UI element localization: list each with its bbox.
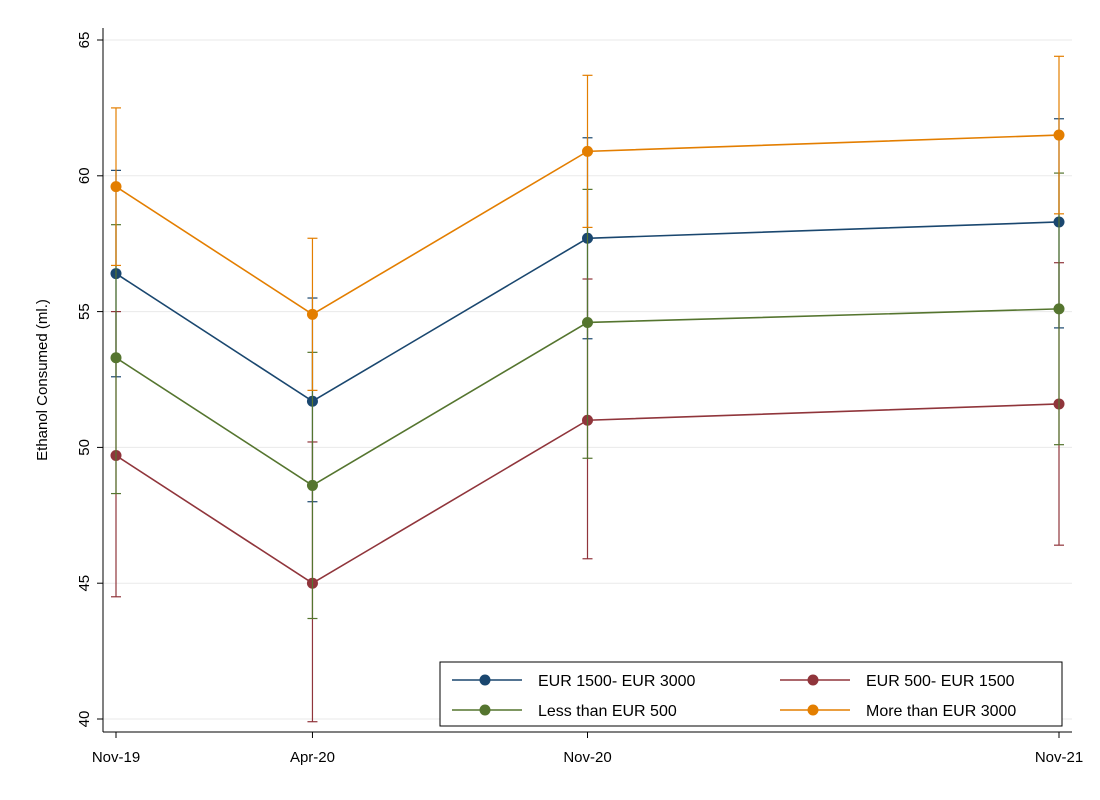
data-point xyxy=(110,352,122,364)
legend-label: EUR 1500- EUR 3000 xyxy=(538,673,696,690)
x-tick-label: Apr-20 xyxy=(290,749,335,766)
series-line xyxy=(115,134,1060,316)
data-point xyxy=(582,145,593,157)
series-line xyxy=(115,308,1060,487)
legend-label: More than EUR 3000 xyxy=(866,703,1016,720)
series-layer xyxy=(110,55,1065,723)
y-tick-label: 50 xyxy=(76,439,93,456)
data-point xyxy=(582,316,593,328)
y-tick-label: 45 xyxy=(76,575,93,592)
ticks-layer: 40 45 50 55 60 65 Nov-19 Apr-20 Nov-20 Nov-21 xyxy=(76,32,1083,766)
x-tick-label: Nov-20 xyxy=(563,749,611,766)
y-tick-label: 65 xyxy=(76,32,93,49)
series-3 xyxy=(110,55,1065,391)
legend-label: EUR 500- EUR 1500 xyxy=(866,673,1015,690)
legend-marker xyxy=(807,704,819,716)
x-tick-label: Nov-19 xyxy=(92,749,140,766)
data-point xyxy=(306,308,318,320)
series-2 xyxy=(110,172,1065,620)
x-tick-label: Nov-21 xyxy=(1035,749,1083,766)
data-point xyxy=(1053,303,1065,315)
legend-box xyxy=(439,661,1063,727)
data-point xyxy=(110,181,122,193)
legend-label: Less than EUR 500 xyxy=(538,703,677,720)
legend-marker xyxy=(479,674,491,686)
data-point xyxy=(306,479,318,491)
legend: EUR 1500- EUR 3000 EUR 500- EUR 1500 Less … xyxy=(439,661,1063,727)
axes-layer: Ethanol Consumed (ml.) xyxy=(34,28,1072,733)
y-tick-label: 40 xyxy=(76,711,93,728)
series-line xyxy=(115,221,1060,403)
y-axis-title: Ethanol Consumed (ml.) xyxy=(34,299,51,461)
legend-marker xyxy=(479,704,491,716)
data-point xyxy=(1053,129,1065,141)
legend-marker xyxy=(807,674,819,686)
y-tick-label: 55 xyxy=(76,303,93,320)
series-line xyxy=(115,403,1060,585)
y-tick-label: 60 xyxy=(76,167,93,184)
